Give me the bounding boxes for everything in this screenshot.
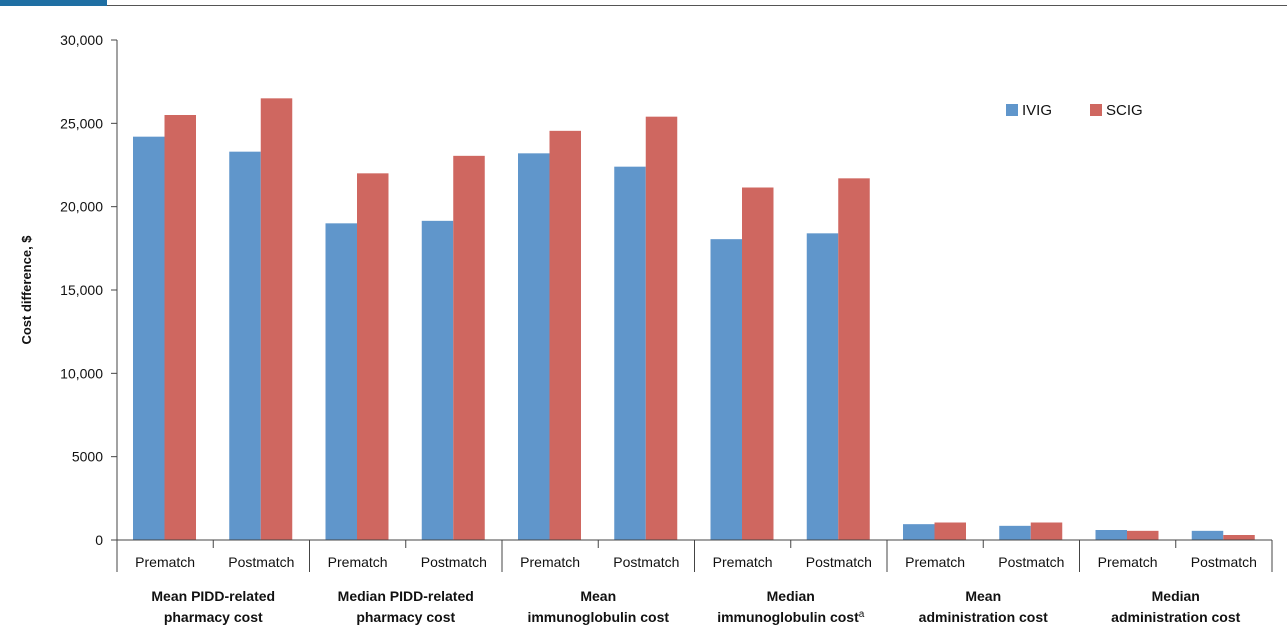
group-label-2-line2: immunoglobulin cost	[527, 609, 669, 625]
category-label-1: Postmatch	[228, 554, 294, 570]
bar-scig-0	[164, 115, 196, 540]
header-rule	[107, 5, 1287, 6]
bar-scig-10	[1127, 530, 1159, 540]
group-label-5-line1: Median	[1152, 588, 1200, 604]
bar-scig-6	[742, 187, 774, 540]
bar-ivig-7	[806, 233, 839, 541]
category-label-11: Postmatch	[1191, 554, 1257, 570]
labels-layer: 0 5000 10,000 15,000 20,000 25,000 30,000 Prema…	[19, 32, 1257, 625]
category-label-7: Postmatch	[806, 554, 872, 570]
group-label-1-line1: Median PIDD-related	[338, 588, 474, 604]
group-label-4-line2: administration cost	[919, 609, 1048, 625]
bar-ivig-2	[325, 223, 357, 541]
group-label-4-line1: Mean	[965, 588, 1001, 604]
bar-scig-3	[453, 155, 485, 541]
bar-scig-1	[260, 98, 293, 540]
y-tick-label-2: 10,000	[60, 365, 103, 381]
bar-ivig-0	[133, 136, 165, 540]
bar-scig-8	[934, 522, 966, 540]
category-label-8: Prematch	[905, 554, 965, 570]
y-tick-label-1: 5000	[72, 449, 103, 465]
legend-swatch-scig	[1090, 104, 1102, 116]
y-tick-label-4: 20,000	[60, 199, 103, 215]
group-label-5-line2: administration cost	[1111, 609, 1240, 625]
header-bar	[0, 0, 1287, 6]
bar-ivig-6	[710, 239, 742, 540]
y-tick-label-6: 30,000	[60, 32, 103, 48]
y-axis-label: Cost difference, $	[19, 235, 34, 345]
bar-ivig-9	[999, 525, 1031, 540]
category-label-5: Postmatch	[613, 554, 679, 570]
bar-ivig-1	[229, 151, 261, 540]
legend: IVIG SCIG	[1006, 102, 1143, 119]
bar-ivig-5	[614, 166, 646, 540]
category-label-6: Prematch	[713, 554, 773, 570]
bar-ivig-4	[518, 153, 550, 541]
bar-ivig-11	[1191, 530, 1224, 540]
category-label-10: Prematch	[1098, 554, 1158, 570]
category-label-2: Prematch	[328, 554, 388, 570]
legend-label-scig: SCIG	[1106, 102, 1143, 119]
bars-layer	[133, 98, 1255, 541]
y-tick-label-3: 15,000	[60, 282, 103, 298]
bar-scig-2	[357, 173, 389, 541]
y-tick-label-5: 25,000	[60, 115, 103, 131]
bar-ivig-3	[421, 220, 454, 541]
y-tick-label-0: 0	[95, 532, 103, 548]
category-label-4: Prematch	[520, 554, 580, 570]
group-label-3-line2: immunoglobulin costa	[717, 609, 865, 626]
bar-scig-9	[1030, 522, 1063, 540]
group-label-2-line1: Mean	[580, 588, 616, 604]
legend-label-ivig: IVIG	[1022, 102, 1052, 119]
bar-scig-4	[549, 130, 581, 541]
header-accent-block	[0, 0, 107, 6]
group-label-0-line1: Mean PIDD-related	[151, 588, 275, 604]
category-label-0: Prematch	[135, 554, 195, 570]
group-label-0-line2: pharmacy cost	[164, 609, 263, 625]
group-label-3-footnote-marker: a	[859, 609, 865, 620]
axes-layer	[111, 39, 1273, 572]
bar-scig-5	[645, 116, 678, 541]
bar-ivig-10	[1095, 530, 1127, 540]
legend-swatch-ivig	[1006, 104, 1018, 116]
category-label-9: Postmatch	[998, 554, 1064, 570]
bar-scig-11	[1223, 535, 1255, 540]
category-label-3: Postmatch	[421, 554, 487, 570]
group-label-3-line1: Median	[767, 588, 815, 604]
group-label-1-line2: pharmacy cost	[356, 609, 455, 625]
bar-scig-7	[838, 178, 870, 541]
bar-ivig-8	[903, 524, 935, 540]
